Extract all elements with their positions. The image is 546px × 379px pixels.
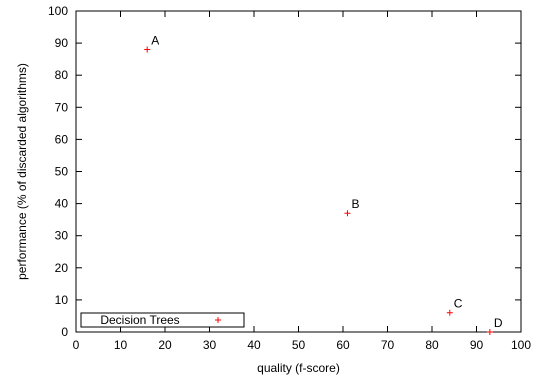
x-axis-ticks: 0 10 20 30 40 50 60 70 80 90 100 xyxy=(73,11,531,352)
data-point-label: D xyxy=(494,316,503,330)
x-tick-label: 50 xyxy=(292,338,306,352)
data-point: A xyxy=(144,34,159,53)
y-tick-label: 50 xyxy=(55,165,69,179)
y-tick-label: 70 xyxy=(55,100,69,114)
data-point: B xyxy=(344,197,359,217)
x-tick-label: 60 xyxy=(336,338,350,352)
x-tick-label: 40 xyxy=(247,338,261,352)
x-tick-label: 30 xyxy=(203,338,217,352)
legend-marker xyxy=(215,317,221,323)
x-axis-title: quality (f-score) xyxy=(257,361,340,375)
y-tick-label: 10 xyxy=(55,293,69,307)
y-axis-title: performance (% of discarded algorithms) xyxy=(15,63,29,280)
data-point-label: C xyxy=(454,297,463,311)
y-tick-label: 100 xyxy=(48,4,68,18)
x-tick-label: 70 xyxy=(381,338,395,352)
data-points: A B C D xyxy=(144,34,503,335)
y-axis-ticks: 0 10 20 30 40 50 60 70 80 90 100 xyxy=(48,4,521,339)
x-tick-label: 0 xyxy=(73,338,80,352)
y-tick-label: 90 xyxy=(55,36,69,50)
plot-frame-group xyxy=(75,10,522,333)
x-tick-label: 100 xyxy=(511,338,531,352)
y-tick-label: 80 xyxy=(55,68,69,82)
y-tick-label: 60 xyxy=(55,132,69,146)
x-tick-label: 90 xyxy=(470,338,484,352)
y-tick-label: 40 xyxy=(55,197,69,211)
data-point: C xyxy=(446,297,463,316)
x-tick-label: 10 xyxy=(114,338,128,352)
legend: Decision Trees xyxy=(80,312,245,328)
y-tick-label: 30 xyxy=(55,229,69,243)
x-tick-label: 80 xyxy=(425,338,439,352)
legend-label: Decision Trees xyxy=(100,313,179,327)
y-tick-label: 20 xyxy=(55,261,69,275)
legend-box xyxy=(80,312,245,328)
data-point: D xyxy=(486,316,503,335)
plot-frame xyxy=(75,10,522,333)
data-point-label: A xyxy=(151,34,159,48)
y-tick-label: 0 xyxy=(61,325,68,339)
data-point-label: B xyxy=(351,197,359,211)
x-tick-label: 20 xyxy=(158,338,172,352)
